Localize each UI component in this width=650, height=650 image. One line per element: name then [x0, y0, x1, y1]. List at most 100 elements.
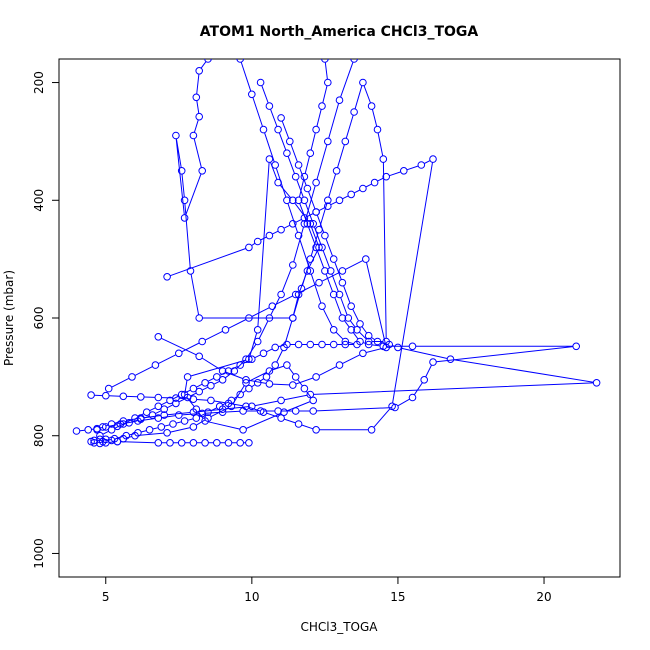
- data-point: [151, 361, 160, 369]
- data-point: [154, 333, 163, 341]
- data-point: [245, 243, 253, 252]
- data-point: [324, 196, 332, 205]
- data-point: [142, 408, 151, 417]
- data-point: [113, 422, 122, 431]
- data-point: [309, 396, 318, 405]
- data-point: [265, 231, 274, 240]
- data-point: [318, 102, 326, 110]
- data-point: [253, 237, 262, 246]
- x-tick-label: 10: [244, 590, 259, 604]
- data-point: [262, 373, 271, 381]
- data-point: [245, 355, 253, 364]
- data-point: [408, 393, 417, 402]
- profile-series-2: [72, 59, 581, 435]
- data-point: [373, 125, 382, 134]
- data-point: [242, 402, 250, 411]
- data-point: [177, 439, 186, 447]
- data-point: [326, 267, 335, 275]
- data-point: [289, 196, 297, 205]
- data-point: [245, 384, 253, 393]
- data-point: [347, 302, 356, 311]
- data-point: [364, 337, 373, 346]
- data-point: [107, 426, 116, 434]
- data-point: [221, 326, 230, 334]
- x-tick-label: 20: [536, 590, 551, 604]
- data-point: [283, 361, 291, 369]
- plot-area: [72, 59, 601, 448]
- data-point: [163, 429, 171, 437]
- data-point: [125, 419, 133, 427]
- data-point: [359, 184, 367, 193]
- data-point: [321, 267, 329, 275]
- data-point: [239, 426, 247, 434]
- data-point: [364, 331, 373, 340]
- data-point: [291, 373, 300, 381]
- data-point: [253, 337, 262, 346]
- profile-line-2: [79, 62, 573, 432]
- profile-series-1: [87, 59, 323, 448]
- data-point: [189, 423, 198, 431]
- data-point: [592, 379, 601, 387]
- data-point: [335, 290, 344, 299]
- data-point: [189, 131, 198, 140]
- data-point: [306, 220, 315, 228]
- data-point: [265, 367, 274, 375]
- data-point: [172, 131, 180, 140]
- data-point: [236, 390, 244, 399]
- data-point: [268, 302, 277, 311]
- data-point: [163, 273, 171, 281]
- data-point: [303, 184, 312, 193]
- data-point: [294, 420, 303, 428]
- data-point: [370, 178, 379, 187]
- data-point: [87, 391, 95, 399]
- data-point: [265, 155, 274, 163]
- data-point: [306, 267, 315, 275]
- data-point: [350, 108, 358, 116]
- y-axis-label: Pressure (mbar): [2, 270, 16, 366]
- data-point: [189, 439, 198, 447]
- data-point: [321, 231, 329, 240]
- data-point: [271, 343, 280, 352]
- data-point: [324, 78, 332, 87]
- data-point: [291, 290, 300, 299]
- data-point: [329, 255, 338, 263]
- data-point: [186, 267, 195, 275]
- data-point: [306, 255, 315, 263]
- data-point: [265, 314, 274, 322]
- data-point: [245, 314, 253, 322]
- data-point: [382, 343, 391, 352]
- data-point: [169, 420, 177, 428]
- data-point: [265, 102, 274, 110]
- data-point: [172, 399, 180, 408]
- data-point: [277, 225, 285, 234]
- data-point: [183, 373, 192, 381]
- data-point: [338, 267, 347, 275]
- data-point: [154, 402, 163, 411]
- data-point: [312, 373, 320, 381]
- y-tick-label: 400: [32, 189, 46, 212]
- data-point: [195, 352, 203, 361]
- data-point: [248, 355, 256, 364]
- y-tick-label: 1000: [32, 538, 46, 569]
- data-point: [318, 302, 326, 311]
- data-point: [218, 376, 227, 384]
- data-point: [324, 202, 332, 210]
- data-point: [312, 208, 320, 216]
- profile-line-7: [111, 260, 386, 388]
- data-point: [382, 337, 391, 346]
- data-point: [289, 261, 297, 269]
- data-point: [145, 426, 154, 434]
- data-point: [157, 423, 166, 431]
- data-point: [207, 396, 215, 405]
- data-point: [160, 411, 168, 419]
- data-point: [230, 367, 239, 375]
- data-point: [189, 408, 198, 417]
- data-point: [207, 381, 215, 390]
- data-point: [294, 161, 303, 169]
- data-point: [134, 429, 142, 437]
- data-point: [289, 381, 297, 389]
- data-point: [242, 355, 250, 364]
- data-point: [350, 59, 358, 63]
- data-point: [119, 392, 128, 401]
- data-point: [417, 161, 426, 169]
